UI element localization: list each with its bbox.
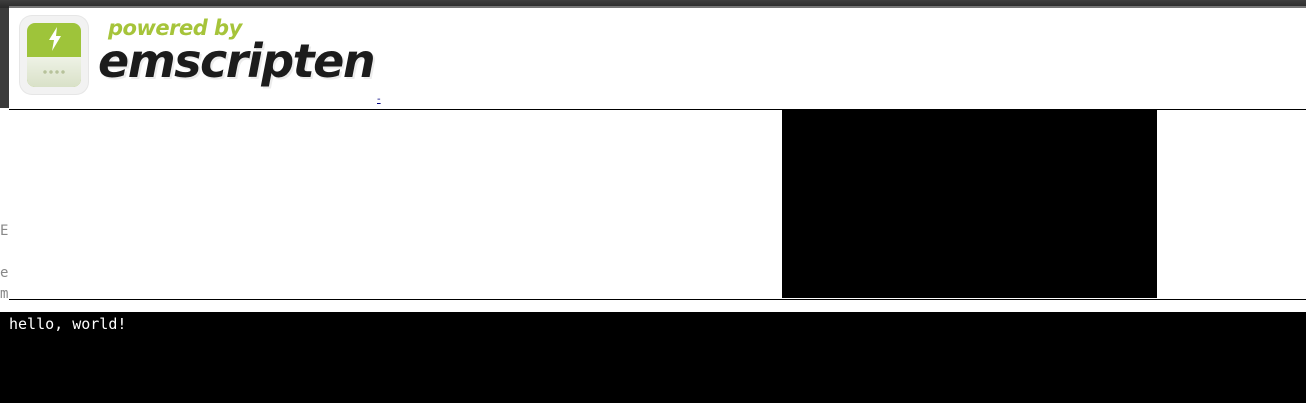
top-chrome-divider [9,6,1306,8]
console-output-text: hello, world! [9,315,127,333]
logo-keyboard-icon [27,57,81,87]
emscripten-logo-link[interactable]: powered by emscripten [20,14,376,96]
logo-badge [20,16,88,94]
clipped-side-text: E e m [0,221,9,305]
page-background [0,0,9,313]
output-console[interactable]: hello, world! [0,312,1306,403]
logo-tagline: powered by [108,16,242,40]
bottom-separator [9,299,1306,300]
output-canvas[interactable] [782,110,1157,298]
logo-badge-face [27,23,81,87]
side-text-line: E [0,223,9,239]
left-chrome-strip [0,0,9,108]
logo-key-dots [42,68,66,76]
side-text-line: m [0,286,9,302]
side-text-line: e [0,265,9,281]
top-chrome-strip [0,0,1306,8]
lightning-bolt-icon [49,27,61,51]
logo-brand-name: emscripten [98,34,376,88]
top-separator [9,109,1306,110]
header-link[interactable]: - [377,94,381,105]
